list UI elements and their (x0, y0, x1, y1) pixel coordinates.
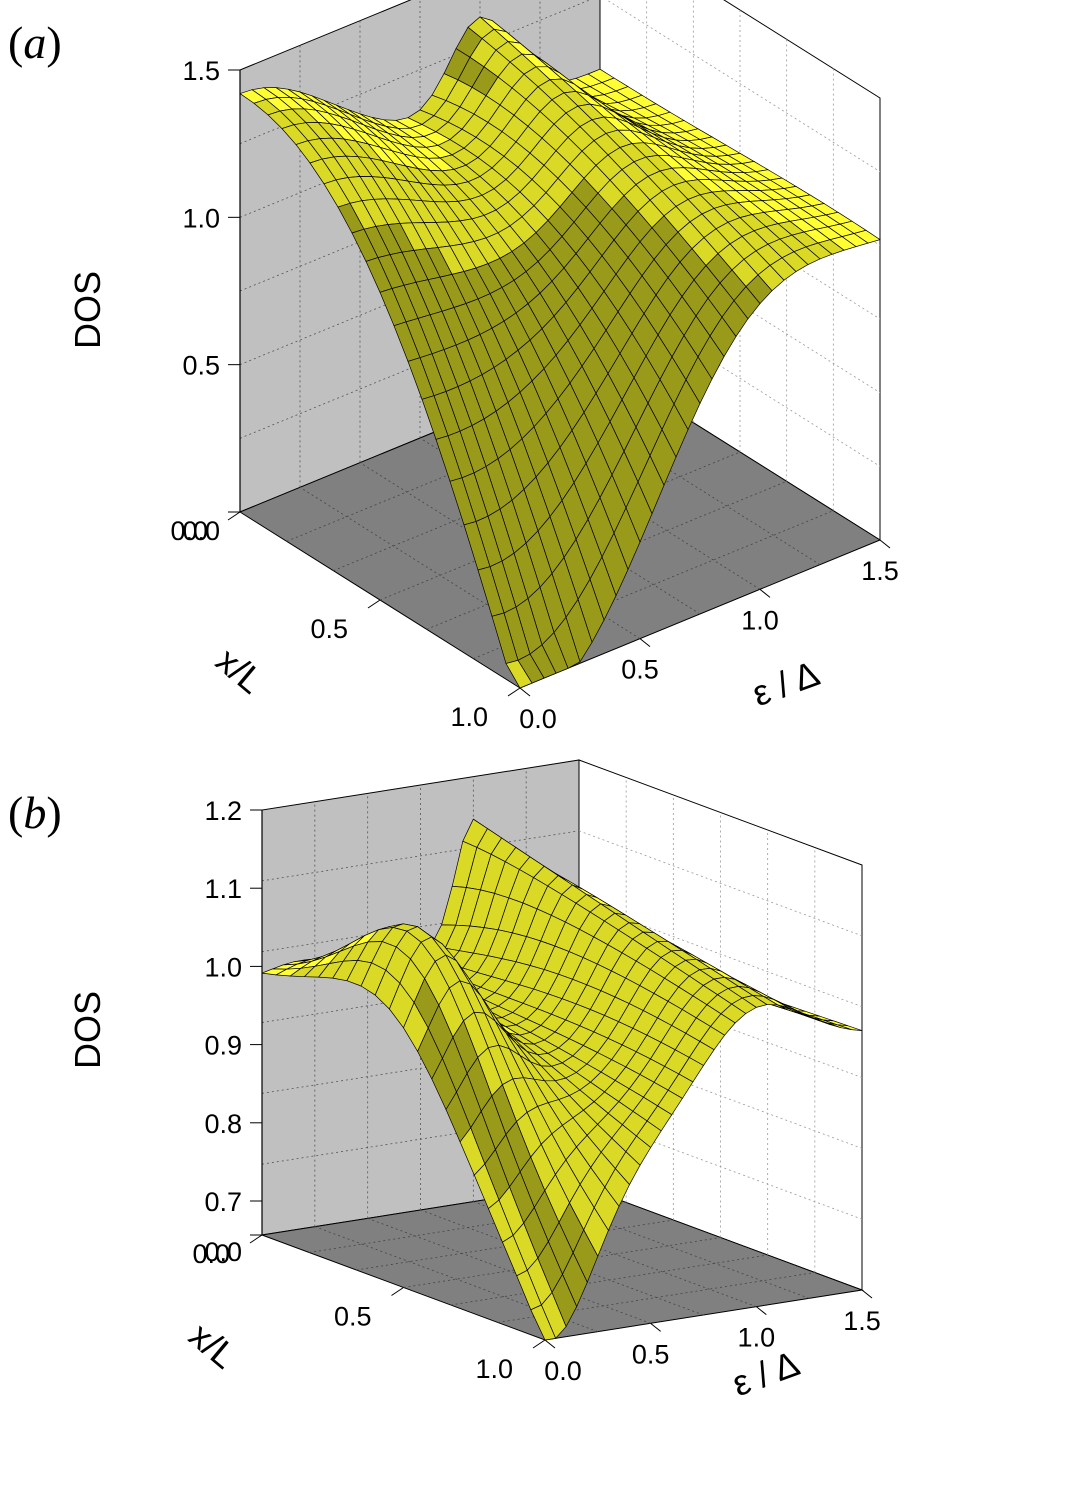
x-tick-mark (367, 599, 381, 609)
eps-tick-mark (544, 1339, 556, 1349)
grid-line (578, 830, 863, 937)
panel-a: 0.0 0.5 1.0 1.5 0.0 0.5 1.0 0.0 0.5 1.0 1.5 DOS x/L ε… (8, 0, 899, 734)
x-tick-mark (391, 1287, 404, 1296)
eps-tick-mark (639, 638, 651, 648)
x-axis-title: x/L (181, 1314, 244, 1376)
x-tick-mark (227, 511, 241, 521)
z-tick-label: 0.7 (204, 1187, 242, 1217)
x-tick-label: 0.5 (334, 1302, 372, 1332)
z-tick-label: 0.0 (204, 1237, 242, 1267)
dos-surface (261, 818, 863, 1341)
eps-tick-label: 0.0 (519, 704, 557, 734)
eps-tick-mark (519, 687, 531, 697)
z-axis-title: DOS (67, 991, 108, 1069)
eps-tick-label: 1.0 (738, 1323, 776, 1353)
dos-surface (239, 16, 881, 689)
grid-line (450, 1254, 768, 1306)
x-tick-mark (532, 1339, 546, 1349)
z-tick-label: 1.5 (182, 56, 220, 86)
surface-cell (505, 659, 533, 689)
eps-tick-mark (861, 1289, 873, 1299)
z-tick-label: 0.8 (204, 1109, 242, 1139)
eps-tick-mark (756, 1306, 767, 1316)
grid-line (261, 830, 580, 882)
eps-tick-mark (879, 539, 891, 549)
eps-tick-label: 1.5 (861, 556, 899, 586)
x-tick-label: 0.0 (170, 516, 208, 546)
eps-tick-mark (759, 588, 771, 598)
grid-line (606, 0, 881, 173)
panel-label: (b) (8, 787, 62, 838)
eps-tick-mark (650, 1322, 661, 1332)
eps-tick-label: 0.0 (544, 1356, 582, 1386)
x-tick-label: 0.5 (310, 614, 348, 644)
z-tick-label: 0.5 (182, 351, 220, 381)
x-tick-mark (507, 687, 521, 697)
eps-tick-label: 0.5 (632, 1339, 670, 1369)
x-axis-title: x/L (208, 639, 271, 701)
z-tick-label: 1.0 (182, 203, 220, 233)
x-tick-mark (249, 1234, 263, 1244)
z-tick-label: 1.1 (204, 874, 242, 904)
x-tick-label: 1.0 (450, 702, 488, 732)
panel-label: (a) (8, 17, 62, 68)
z-tick-label: 0.0 (182, 516, 220, 546)
eps-tick-label: 1.0 (741, 605, 779, 635)
z-tick-label: 1.2 (204, 796, 242, 826)
z-tick-label: 1.0 (204, 952, 242, 982)
panel-b: 0.0 0.7 0.8 0.9 1.0 1.1 1.2 0.0 0.5 1.0 0.0 0.5 1.0 1… (8, 759, 881, 1404)
eps-tick-label: 1.5 (843, 1306, 881, 1336)
grid-line (497, 1272, 815, 1323)
z-tick-label: 0.9 (204, 1031, 242, 1061)
x-tick-label: 1.0 (475, 1354, 513, 1384)
grid-line (261, 901, 580, 953)
x-tick-label: 0.0 (192, 1239, 230, 1269)
surface-cell (530, 1304, 557, 1341)
z-axis-title: DOS (67, 271, 108, 349)
eps-tick-label: 0.5 (621, 655, 659, 685)
eps-axis-title: ε / Δ (747, 652, 825, 714)
